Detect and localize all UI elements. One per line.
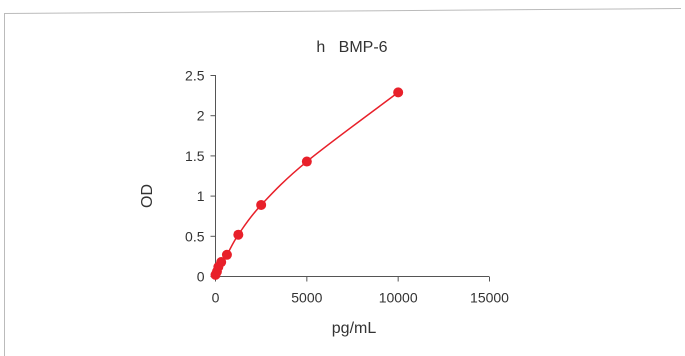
y-tick-label: 2 bbox=[197, 108, 205, 124]
ticks-layer: 0 0.5 1 1.5 2 2.5 0 5000 10000 15000 bbox=[185, 68, 509, 306]
data-point bbox=[393, 87, 404, 98]
data-point bbox=[233, 229, 244, 240]
data-point bbox=[221, 249, 232, 260]
data-point bbox=[216, 257, 227, 268]
y-tick-label: 1.5 bbox=[185, 148, 205, 164]
y-tick-label: 0.5 bbox=[185, 228, 205, 244]
x-tick-label: 5000 bbox=[291, 290, 322, 306]
y-axis-label: OD bbox=[139, 184, 156, 208]
x-tick-label: 0 bbox=[212, 290, 220, 306]
series-curve bbox=[214, 91, 399, 276]
x-tick-label: 10000 bbox=[379, 290, 418, 306]
y-tick-label: 1 bbox=[197, 188, 205, 204]
frame-top-line bbox=[3, 8, 682, 14]
x-tick-label: 15000 bbox=[470, 290, 509, 306]
data-point bbox=[256, 199, 267, 210]
x-axis-label: pg/mL bbox=[332, 320, 377, 337]
chart-title: h BMP-6 bbox=[316, 39, 387, 56]
y-tick-label: 2.5 bbox=[185, 68, 205, 84]
data-point bbox=[301, 156, 312, 167]
curve-layer bbox=[214, 91, 399, 276]
y-tick-label: 0 bbox=[197, 269, 205, 285]
points-layer bbox=[210, 87, 404, 280]
